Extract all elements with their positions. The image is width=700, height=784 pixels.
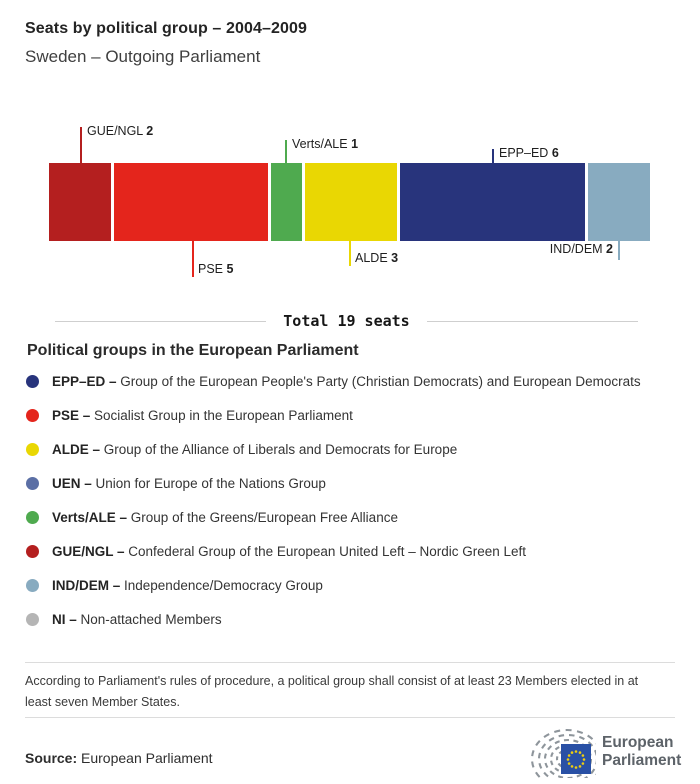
bar-segment-ind-dem[interactable] — [588, 163, 650, 241]
legend-item-label: GUE/NGL – Confederal Group of the Europe… — [52, 543, 527, 559]
legend-heading: Political groups in the European Parliam… — [27, 342, 359, 359]
footnote-divider-top — [25, 662, 675, 663]
bar-segment-pse[interactable] — [113, 163, 271, 241]
footnote-text: According to Parliament's rules of proce… — [25, 674, 639, 709]
legend-color-dot — [26, 544, 39, 558]
bar-label-epp-ed: EPP–ED 6 — [499, 146, 559, 160]
source-line: Source: European Parliament — [25, 750, 213, 766]
legend-item-uen: UEN – Union for Europe of the Nations Gr… — [26, 466, 686, 500]
bar-segment-alde[interactable] — [304, 163, 401, 241]
ep-logo-text: European Parliament — [602, 734, 681, 770]
leader-line-epp-ed — [492, 149, 494, 163]
legend-color-dot — [26, 408, 39, 422]
legend-item-ind-dem: IND/DEM – Independence/Democracy Group — [26, 568, 686, 602]
legend-item-label: Verts/ALE – Group of the Greens/European… — [52, 509, 398, 525]
legend-item-alde: ALDE – Group of the Alliance of Liberals… — [26, 432, 686, 466]
ep-hemicycle-icon — [530, 728, 596, 778]
bar-label-verts-ale: Verts/ALE 1 — [292, 137, 359, 151]
legend-item-pse: PSE – Socialist Group in the European Pa… — [26, 398, 686, 432]
total-seats-label: Total 19 seats — [283, 312, 410, 330]
legend-item-ni: NI – Non-attached Members — [26, 602, 686, 636]
leader-line-verts-ale — [285, 140, 287, 163]
ep-logo-line1: European — [602, 734, 674, 751]
legend-item-label: IND/DEM – Independence/Democracy Group — [52, 577, 323, 593]
bar-label-gue-ngl: GUE/NGL 2 — [87, 124, 154, 138]
total-seats-divider: Total 19 seats — [55, 312, 638, 330]
legend-color-dot — [26, 612, 39, 626]
bar-label-pse: PSE 5 — [198, 262, 234, 276]
eu-stars — [566, 750, 586, 769]
legend-color-dot — [26, 578, 39, 592]
divider-line-right — [426, 320, 638, 322]
page-title: Seats by political group – 2004–2009 — [25, 20, 307, 37]
divider-line-left — [55, 320, 267, 322]
legend-color-dot — [26, 442, 39, 456]
leader-line-alde — [349, 241, 351, 266]
legend-color-dot — [26, 510, 39, 524]
ep-logo-line2: Parliament — [602, 752, 682, 769]
legend-item-label: ALDE – Group of the Alliance of Liberals… — [52, 441, 458, 457]
bar-segment-gue-ngl[interactable] — [49, 163, 114, 241]
leader-line-pse — [192, 241, 194, 277]
legend-list: EPP–ED – Group of the European People's … — [26, 364, 686, 636]
source-label: Source: — [25, 750, 78, 766]
source-value: European Parliament — [81, 750, 213, 766]
legend-item-label: NI – Non-attached Members — [52, 611, 222, 627]
legend-item-gue-ngl: GUE/NGL – Confederal Group of the Europe… — [26, 534, 686, 568]
ep-logo: European Parliament — [524, 726, 686, 778]
bar-segment-verts-ale[interactable] — [270, 163, 305, 241]
legend-item-epp-ed: EPP–ED – Group of the European People's … — [26, 364, 686, 398]
legend-item-label: PSE – Socialist Group in the European Pa… — [52, 407, 353, 423]
leader-line-ind-dem — [618, 241, 620, 260]
legend-item-label: EPP–ED – Group of the European People's … — [52, 373, 641, 389]
bar-label-alde: ALDE 3 — [355, 251, 399, 265]
legend-item-label: UEN – Union for Europe of the Nations Gr… — [52, 475, 326, 491]
bar-label-ind-dem: IND/DEM 2 — [549, 242, 613, 256]
leader-line-gue-ngl — [80, 127, 82, 163]
page-subtitle: Sweden – Outgoing Parliament — [25, 47, 261, 66]
seats-chart: GUE/NGL 2 PSE 5 Verts/ALE 1 ALDE 3 EPP–ED 6 I… — [0, 0, 700, 300]
stacked-bar — [49, 163, 650, 241]
legend-color-dot — [26, 476, 39, 490]
footnote-divider-bottom — [25, 717, 675, 718]
legend-color-dot — [26, 374, 39, 388]
legend-item-verts-ale: Verts/ALE – Group of the Greens/European… — [26, 500, 686, 534]
bar-segment-epp-ed[interactable] — [400, 163, 589, 241]
